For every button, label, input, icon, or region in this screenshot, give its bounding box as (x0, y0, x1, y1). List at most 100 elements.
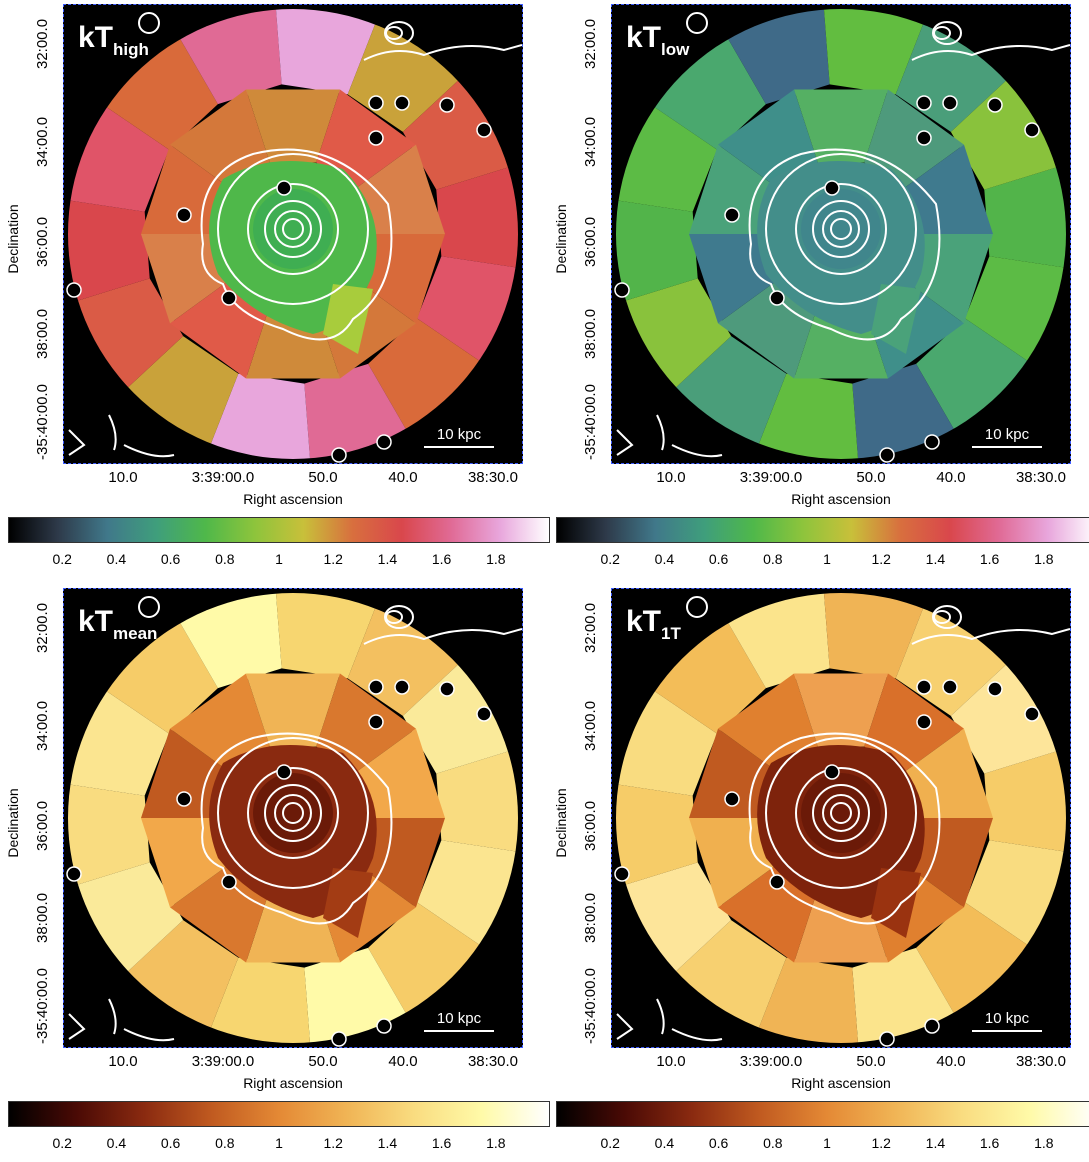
colorbar-tick-label: 0.4 (655, 551, 675, 567)
masked-point-source (66, 866, 82, 882)
x-tick-label: 10.0 (108, 1053, 137, 1070)
outer-bin (984, 747, 1066, 854)
masked-point-source (66, 282, 82, 298)
masked-point-source (724, 207, 740, 223)
masked-point-source (1024, 122, 1040, 138)
masked-point-source (916, 679, 932, 695)
mid-bin (689, 234, 781, 324)
colorbar-tick-label: 0.6 (709, 551, 729, 567)
outer-bin (665, 920, 787, 1042)
outer-bin (916, 902, 1040, 1026)
colorbar-tick-label: 1.4 (378, 551, 398, 567)
temperature-map: kT1T 10 kpc (611, 588, 1071, 1048)
masked-point-source (916, 95, 932, 111)
y-tick-label: 34:00.0 (582, 117, 599, 167)
colorbar-tick-label: 1.6 (432, 551, 452, 567)
outer-bin (68, 198, 150, 305)
colorbar-tick-label: 0.4 (107, 1135, 127, 1151)
mid-bin (170, 673, 270, 774)
masked-point-source (368, 714, 384, 730)
colorbar-tick-label: 1 (823, 551, 831, 567)
y-tick-label: 34:00.0 (582, 701, 599, 751)
colorbar (556, 517, 1089, 543)
masked-point-source (987, 97, 1003, 113)
mid-bin (141, 728, 233, 818)
masked-point-source (916, 714, 932, 730)
y-tick-label: 32:00.0 (582, 19, 599, 69)
y-tick-label: -35:40:00.0 (34, 384, 51, 460)
x-axis-label: Right ascension (243, 491, 343, 507)
declination-axis: Declination 32:00.0 34:00.0 36:00.0 38:00.0 -… (5, 19, 51, 460)
masked-point-source (368, 95, 384, 111)
y-tick-label: 32:00.0 (34, 19, 51, 69)
mid-bin (246, 673, 340, 747)
panel-mean: kTmean 10 kpc Declination 32:00.0 34:00.0 36:… (0, 584, 550, 1162)
mid-bin (246, 89, 340, 163)
masked-point-source (824, 180, 840, 196)
x-tick-label: 50.0 (308, 469, 337, 486)
y-axis-label: Declination (5, 788, 21, 857)
colorbar-tick-label: 0.2 (52, 551, 72, 567)
masked-point-source (439, 681, 455, 697)
mid-bin (901, 728, 993, 818)
panel-title: kTmean (78, 605, 157, 643)
mid-bin (353, 818, 445, 908)
colorbar-tick-label: 1 (275, 1135, 283, 1151)
colorbar-tick-label: 0.8 (215, 1135, 235, 1151)
masked-point-source (276, 764, 292, 780)
outer-bin (68, 278, 184, 398)
panel-title: kTlow (626, 21, 690, 59)
mid-bin (794, 673, 888, 747)
temperature-map: kTmean 10 kpc (63, 588, 523, 1048)
colorbar-tick-label: 1.4 (926, 551, 946, 567)
x-tick-label: 38:30.0 (1016, 469, 1066, 486)
outer-bin (950, 70, 1066, 190)
x-axis-label: Right ascension (243, 1075, 343, 1091)
colorbar-tick-label: 1 (275, 551, 283, 567)
panel-high: kThigh 10 kpc Declination 32:00.0 34:00.0 36:… (0, 0, 550, 578)
x-tick-label: 50.0 (856, 1053, 885, 1070)
scale-bar-label: 10 kpc (437, 426, 482, 443)
outer-bin (822, 593, 929, 679)
masked-point-source (368, 130, 384, 146)
colorbar-tick-label: 1.2 (871, 1135, 891, 1151)
outer-bin (616, 198, 698, 305)
scale-bar-label: 10 kpc (985, 1010, 1030, 1027)
scale-bar-label: 10 kpc (985, 426, 1030, 443)
masked-point-source (476, 122, 492, 138)
mid-bin (718, 673, 818, 774)
panel-1t: kT1T 10 kpc Declination 32:00.0 34:00.0 36:00… (548, 584, 1089, 1162)
mid-bin (901, 234, 993, 324)
mid-bin (718, 89, 818, 190)
masked-point-source (614, 282, 630, 298)
mid-bin (718, 862, 818, 963)
outer-bin (205, 373, 312, 459)
scale-bar-label: 10 kpc (437, 1010, 482, 1027)
colorbar-tick-label: 0.6 (161, 551, 181, 567)
mid-bin (170, 278, 270, 379)
colorbar-tick-label: 1.4 (926, 1135, 946, 1151)
colorbar-ticks: 0.2 0.4 0.6 0.8 1 1.2 1.4 1.6 1.8 (600, 1135, 1053, 1151)
mid-bin (316, 673, 416, 774)
x-tick-label: 3:39:00.0 (740, 1053, 803, 1070)
masked-point-source (221, 874, 237, 890)
masked-point-source (221, 290, 237, 306)
y-tick-label: 32:00.0 (34, 603, 51, 653)
colorbar-tick-label: 1.8 (486, 551, 506, 567)
y-tick-label: 36:00.0 (582, 801, 599, 851)
outer-bin (753, 373, 860, 459)
x-tick-label: 50.0 (856, 469, 885, 486)
outer-bin (205, 957, 312, 1043)
outer-bin (822, 9, 929, 95)
x-tick-label: 10.0 (108, 469, 137, 486)
colorbar-tick-label: 1 (823, 1135, 831, 1151)
declination-axis: Declination 32:00.0 34:00.0 36:00.0 38:00.0 -… (5, 603, 51, 1044)
x-tick-label: 40.0 (388, 1053, 417, 1070)
masked-point-source (176, 791, 192, 807)
mid-bin (689, 144, 781, 234)
masked-point-source (769, 290, 785, 306)
masked-point-source (276, 180, 292, 196)
y-tick-label: 38:00.0 (34, 309, 51, 359)
outer-bin (117, 920, 239, 1042)
mid-bin (141, 144, 233, 234)
